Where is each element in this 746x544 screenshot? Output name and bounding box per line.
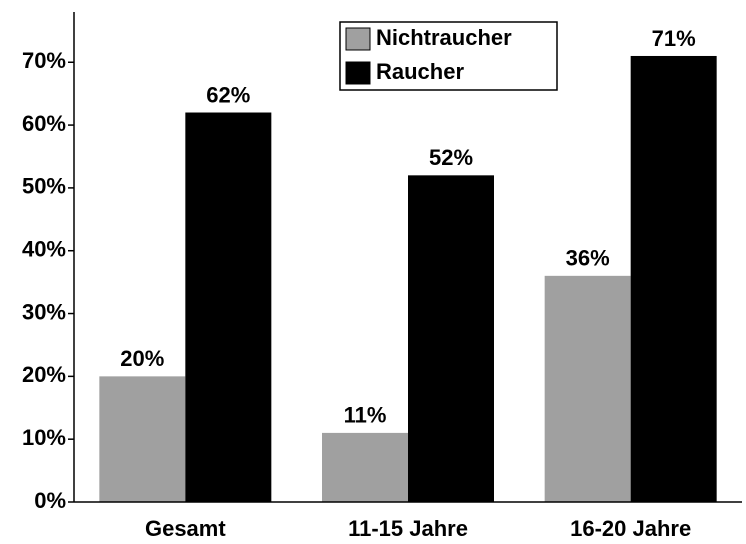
y-tick-label: 60% <box>22 111 66 136</box>
legend-swatch <box>345 27 371 51</box>
legend-label: Nichtraucher <box>376 25 512 50</box>
value-label: 36% <box>566 246 610 271</box>
value-label: 52% <box>429 145 473 170</box>
value-label: 20% <box>120 346 164 371</box>
bar <box>544 275 631 502</box>
x-tick-label: Gesamt <box>145 516 226 541</box>
legend-box <box>339 21 558 91</box>
y-tick-label: 50% <box>22 174 66 199</box>
bar <box>99 376 186 502</box>
x-tick-label: 16-20 Jahre <box>570 516 691 541</box>
y-tick-label: 40% <box>22 237 66 262</box>
legend-label: Raucher <box>376 59 464 84</box>
y-tick-label: 70% <box>22 48 66 73</box>
bar <box>185 112 272 502</box>
bar <box>630 55 717 502</box>
value-label: 11% <box>344 403 387 428</box>
legend-swatch <box>345 61 371 85</box>
bar <box>408 175 494 503</box>
y-tick-label: 10% <box>22 425 66 450</box>
y-tick-label: 20% <box>22 362 66 387</box>
y-tick-label: 30% <box>22 299 66 324</box>
x-tick-label: 11-15 Jahre <box>348 516 468 541</box>
bar <box>322 432 408 502</box>
value-label: 71% <box>652 26 696 51</box>
y-tick-label: 0% <box>34 488 66 513</box>
value-label: 62% <box>206 82 250 107</box>
